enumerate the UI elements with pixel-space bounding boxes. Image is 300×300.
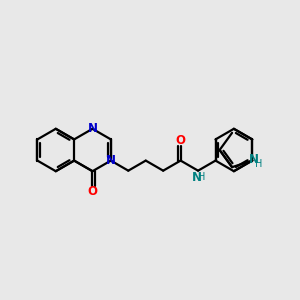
Text: N: N [106,154,116,167]
Text: N: N [192,171,202,184]
Text: N: N [249,153,259,166]
Text: O: O [88,185,98,198]
Text: O: O [176,134,186,147]
Text: H: H [255,158,263,169]
Text: H: H [198,172,206,182]
Text: N: N [88,122,98,135]
